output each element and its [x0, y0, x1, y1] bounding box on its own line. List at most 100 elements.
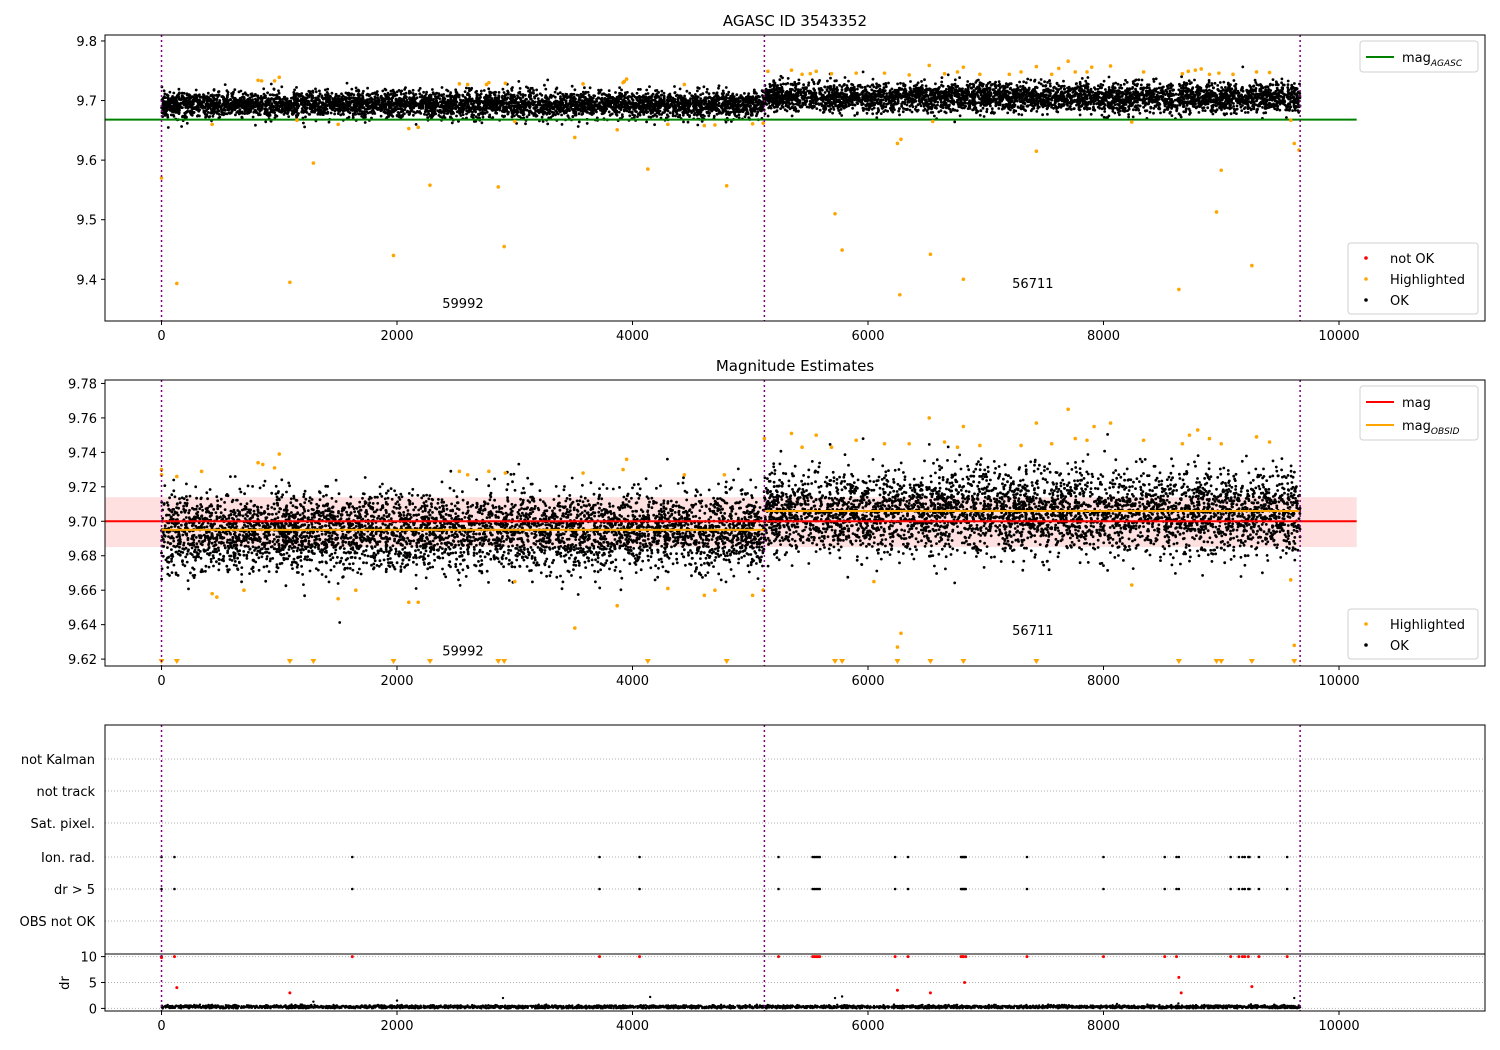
- ok-point: [176, 110, 180, 114]
- ok-point: [437, 92, 441, 95]
- ok-point: [252, 110, 256, 114]
- ok-point: [571, 109, 575, 112]
- ok-point: [404, 86, 407, 89]
- ok-point: [560, 123, 564, 126]
- ok-point: [497, 94, 501, 98]
- ok-point: [278, 105, 282, 109]
- ok-point: [645, 88, 649, 92]
- ok-point: [534, 109, 537, 113]
- ok-point: [395, 90, 399, 94]
- ok-point: [415, 110, 419, 114]
- ok-point: [501, 87, 505, 91]
- ok-point: [273, 111, 276, 115]
- ok-point: [233, 103, 237, 107]
- ok-point: [428, 114, 432, 118]
- ok-point: [347, 93, 351, 97]
- ok-point: [555, 86, 559, 90]
- ok-point: [544, 107, 548, 111]
- ok-point: [361, 92, 364, 95]
- ok-point: [217, 93, 221, 97]
- ok-point: [371, 104, 375, 108]
- ok-point: [705, 90, 709, 94]
- ok-point: [723, 104, 727, 108]
- ok-point: [641, 98, 644, 102]
- ok-point: [442, 98, 446, 102]
- ok-point: [297, 93, 301, 96]
- ok-point: [553, 95, 557, 99]
- ok-point: [556, 92, 560, 96]
- ok-point: [712, 114, 716, 118]
- ok-point: [711, 102, 714, 106]
- ok-point: [659, 94, 663, 97]
- ok-point: [488, 90, 491, 94]
- ok-point: [634, 101, 638, 105]
- ok-point: [274, 100, 278, 104]
- ok-point: [199, 95, 203, 99]
- ok-point: [354, 112, 357, 116]
- ok-point: [339, 113, 343, 117]
- ok-point: [303, 106, 307, 109]
- ok-point: [292, 105, 295, 109]
- ok-point: [747, 92, 751, 95]
- ok-point: [317, 111, 321, 115]
- ok-point: [532, 89, 535, 92]
- ok-point: [293, 95, 297, 99]
- ok-point: [292, 92, 296, 96]
- ok-point: [203, 111, 207, 114]
- ok-point: [596, 107, 600, 110]
- ok-point: [246, 94, 250, 97]
- ok-point: [240, 110, 244, 114]
- ok-point: [528, 109, 532, 113]
- ok-point: [673, 98, 677, 101]
- ok-point: [287, 103, 291, 107]
- ok-point: [337, 107, 340, 111]
- ok-point: [691, 97, 694, 100]
- ok-point: [713, 95, 716, 99]
- ok-point: [375, 100, 379, 104]
- ok-point: [607, 93, 611, 97]
- ok-point: [311, 102, 315, 105]
- ok-point: [324, 88, 327, 92]
- ok-point: [497, 91, 501, 94]
- ok-point: [467, 108, 471, 112]
- ok-point: [350, 100, 354, 104]
- ok-point: [512, 114, 516, 118]
- ok-point: [629, 102, 633, 106]
- ok-point: [217, 102, 221, 106]
- ok-point: [163, 96, 167, 99]
- ok-point: [425, 97, 429, 100]
- ok-point: [385, 116, 389, 119]
- ok-point: [646, 92, 650, 95]
- ok-point: [463, 90, 467, 93]
- ok-point: [620, 88, 623, 92]
- ok-point: [569, 93, 573, 96]
- ok-point: [197, 100, 201, 104]
- ok-point: [396, 99, 399, 102]
- ok-point: [305, 96, 309, 100]
- ok-point: [759, 105, 762, 109]
- ok-point: [692, 108, 695, 112]
- ok-point: [693, 98, 697, 102]
- ok-point: [521, 109, 525, 113]
- ok-point: [424, 92, 428, 96]
- ok-point: [589, 98, 593, 101]
- ok-point: [407, 91, 411, 95]
- ok-point: [699, 107, 703, 111]
- ok-point: [674, 114, 677, 118]
- ok-point: [388, 106, 392, 109]
- ok-point: [266, 108, 269, 112]
- ok-point: [209, 97, 212, 101]
- ok-point: [306, 99, 310, 103]
- ok-point: [726, 100, 729, 103]
- ok-point: [715, 109, 718, 112]
- ok-point: [480, 121, 484, 125]
- ok-point: [755, 104, 758, 108]
- ok-point: [480, 89, 483, 93]
- ok-point: [616, 105, 619, 109]
- ok-point: [546, 122, 550, 126]
- ok-point: [188, 102, 192, 106]
- ok-point: [332, 101, 336, 105]
- ok-point: [447, 109, 451, 113]
- ok-point: [636, 99, 640, 103]
- ok-point: [202, 97, 206, 100]
